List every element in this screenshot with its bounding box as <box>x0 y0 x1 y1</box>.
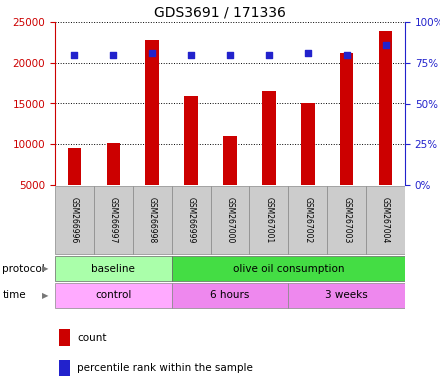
Bar <box>145 40 159 185</box>
Bar <box>340 53 353 185</box>
Text: protocol: protocol <box>2 263 45 273</box>
Point <box>265 51 272 58</box>
Text: GSM267004: GSM267004 <box>381 197 390 243</box>
Bar <box>94 186 133 253</box>
Text: GDS3691 / 171336: GDS3691 / 171336 <box>154 5 286 19</box>
Text: GSM267002: GSM267002 <box>303 197 312 243</box>
Bar <box>106 144 120 185</box>
Bar <box>379 31 392 185</box>
Bar <box>211 186 249 253</box>
Point <box>227 51 234 58</box>
Text: ▶: ▶ <box>42 264 48 273</box>
Bar <box>262 91 276 185</box>
Bar <box>172 255 405 281</box>
Text: percentile rank within the sample: percentile rank within the sample <box>77 363 253 373</box>
Text: olive oil consumption: olive oil consumption <box>233 263 344 273</box>
Text: GSM266997: GSM266997 <box>109 197 118 243</box>
Text: control: control <box>95 291 132 301</box>
Point <box>71 51 78 58</box>
Text: GSM267000: GSM267000 <box>226 197 235 243</box>
Bar <box>327 186 366 253</box>
Bar <box>68 147 81 185</box>
Text: GSM266996: GSM266996 <box>70 197 79 243</box>
Bar <box>133 186 172 253</box>
Point <box>110 51 117 58</box>
Text: count: count <box>77 333 106 343</box>
Text: time: time <box>2 291 26 301</box>
Bar <box>59 329 70 346</box>
Point <box>304 50 311 56</box>
Bar <box>172 186 211 253</box>
Text: GSM267003: GSM267003 <box>342 197 351 243</box>
Point <box>187 51 194 58</box>
Text: GSM267001: GSM267001 <box>264 197 273 243</box>
Text: 6 hours: 6 hours <box>210 291 249 301</box>
Bar <box>249 186 288 253</box>
Bar <box>184 96 198 185</box>
Bar <box>55 255 172 281</box>
Point <box>343 51 350 58</box>
Bar <box>55 283 172 308</box>
Bar <box>55 186 94 253</box>
Text: 3 weeks: 3 weeks <box>325 291 368 301</box>
Bar <box>301 104 315 185</box>
Text: baseline: baseline <box>92 263 135 273</box>
Point <box>149 50 156 56</box>
Text: GSM266999: GSM266999 <box>187 197 196 243</box>
Bar <box>288 283 405 308</box>
Bar <box>172 283 288 308</box>
Text: GSM266998: GSM266998 <box>148 197 157 243</box>
Bar <box>366 186 405 253</box>
Point <box>382 42 389 48</box>
Bar <box>288 186 327 253</box>
Bar <box>59 359 70 376</box>
Text: ▶: ▶ <box>42 291 48 300</box>
Bar <box>223 136 237 185</box>
